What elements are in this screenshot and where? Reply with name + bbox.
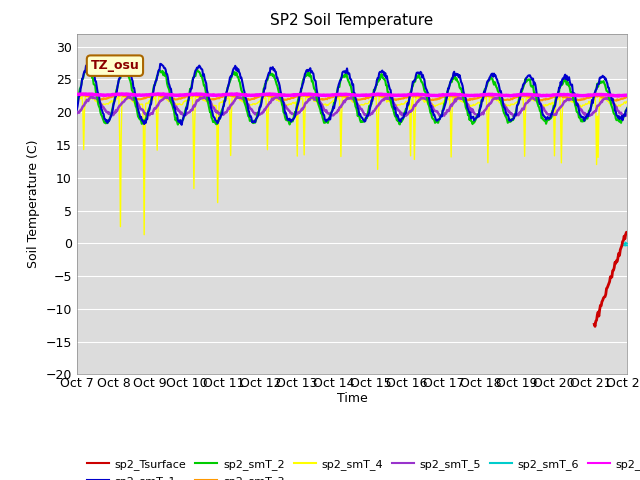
Line: sp2_Tsurface: sp2_Tsurface xyxy=(595,232,627,326)
Text: TZ_osu: TZ_osu xyxy=(91,59,140,72)
Line: sp2_smT_6: sp2_smT_6 xyxy=(621,239,630,249)
sp2_smT_5 xyxy=(196,95,204,101)
sp2_smT_7 xyxy=(140,92,147,98)
sp2_smT_2 xyxy=(73,102,81,108)
sp2_smT_5 xyxy=(436,113,444,119)
Legend: sp2_Tsurface, sp2_smT_1, sp2_smT_2, sp2_smT_3, sp2_smT_4, sp2_smT_5, sp2_smT_6, : sp2_Tsurface, sp2_smT_1, sp2_smT_2, sp2_… xyxy=(83,455,640,480)
sp2_smT_1 xyxy=(420,77,428,83)
sp2_smT_2 xyxy=(197,73,205,79)
sp2_smT_1 xyxy=(197,66,205,72)
sp2_Tsurface xyxy=(623,229,631,235)
sp2_smT_2 xyxy=(83,66,91,72)
sp2_smT_7 xyxy=(83,91,91,97)
sp2_smT_3 xyxy=(73,93,81,99)
Line: sp2_smT_5: sp2_smT_5 xyxy=(77,96,627,116)
sp2_smT_2 xyxy=(140,118,148,123)
sp2_smT_2 xyxy=(226,79,234,84)
sp2_smT_4 xyxy=(196,95,204,100)
sp2_smT_4 xyxy=(140,128,147,133)
sp2_smT_7 xyxy=(623,92,631,98)
sp2_smT_3 xyxy=(196,94,204,100)
sp2_smT_7 xyxy=(225,92,232,97)
Line: sp2_smT_3: sp2_smT_3 xyxy=(77,95,627,101)
sp2_smT_1 xyxy=(73,107,81,112)
sp2_smT_1 xyxy=(623,106,631,111)
sp2_smT_1 xyxy=(84,56,92,61)
sp2_smT_2 xyxy=(436,114,444,120)
sp2_smT_7 xyxy=(420,92,428,97)
sp2_smT_7 xyxy=(615,93,623,99)
sp2_smT_5 xyxy=(623,112,631,118)
sp2_smT_1 xyxy=(436,115,444,120)
sp2_smT_4 xyxy=(140,232,148,238)
sp2_smT_4 xyxy=(420,99,428,105)
Line: sp2_smT_7: sp2_smT_7 xyxy=(77,94,627,96)
sp2_smT_4 xyxy=(623,99,631,105)
sp2_smT_3 xyxy=(225,93,233,98)
sp2_smT_5 xyxy=(140,110,148,116)
sp2_smT_5 xyxy=(126,94,134,99)
sp2_smT_1 xyxy=(178,122,186,128)
sp2_smT_3 xyxy=(140,96,147,102)
sp2_smT_3 xyxy=(612,98,620,104)
sp2_smT_3 xyxy=(151,92,159,97)
sp2_smT_4 xyxy=(436,101,444,107)
sp2_smT_2 xyxy=(420,88,428,94)
sp2_smT_7 xyxy=(233,91,241,96)
sp2_smT_2 xyxy=(623,105,631,111)
X-axis label: Time: Time xyxy=(337,392,367,405)
sp2_smT_3 xyxy=(420,96,428,101)
sp2_smT_5 xyxy=(73,110,81,116)
Line: sp2_smT_1: sp2_smT_1 xyxy=(77,59,627,125)
sp2_smT_3 xyxy=(436,96,444,102)
sp2_smT_7 xyxy=(195,92,203,97)
sp2_smT_7 xyxy=(73,92,81,97)
sp2_smT_3 xyxy=(83,93,91,99)
sp2_smT_5 xyxy=(225,106,233,112)
sp2_smT_5 xyxy=(620,113,627,119)
sp2_smT_2 xyxy=(84,65,92,71)
Line: sp2_smT_4: sp2_smT_4 xyxy=(77,96,627,235)
sp2_smT_4 xyxy=(225,96,233,101)
sp2_smT_1 xyxy=(83,62,91,68)
sp2_smT_7 xyxy=(436,92,444,98)
sp2_smT_4 xyxy=(83,94,91,99)
sp2_smT_5 xyxy=(420,96,428,101)
Line: sp2_smT_2: sp2_smT_2 xyxy=(77,68,627,125)
sp2_smT_4 xyxy=(228,93,236,98)
sp2_smT_5 xyxy=(83,97,91,103)
sp2_smT_3 xyxy=(623,94,631,100)
Y-axis label: Soil Temperature (C): Soil Temperature (C) xyxy=(27,140,40,268)
sp2_smT_4 xyxy=(73,97,81,103)
Title: SP2 Soil Temperature: SP2 Soil Temperature xyxy=(270,13,434,28)
sp2_smT_1 xyxy=(226,75,234,81)
sp2_smT_1 xyxy=(140,121,148,127)
sp2_smT_2 xyxy=(174,122,182,128)
